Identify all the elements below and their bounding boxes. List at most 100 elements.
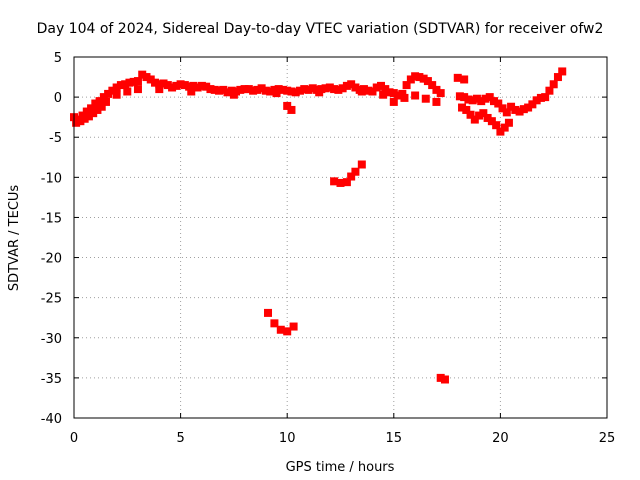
y-tick-label: -40: [41, 412, 62, 427]
data-point: [502, 108, 511, 117]
data-point: [287, 105, 296, 114]
x-tick-label: 25: [599, 431, 616, 446]
data-point: [398, 89, 407, 98]
data-point: [210, 85, 219, 94]
data-point: [432, 85, 441, 94]
data-point: [227, 86, 236, 95]
data-point: [462, 105, 471, 114]
data-point: [419, 74, 428, 83]
data-point: [389, 89, 398, 98]
y-tick-label: -20: [41, 252, 62, 267]
data-point: [455, 92, 464, 101]
data-point: [187, 87, 196, 96]
data-point: [334, 85, 343, 94]
data-point: [464, 95, 473, 104]
data-point: [112, 90, 121, 99]
data-point: [485, 93, 494, 102]
data-point: [189, 81, 198, 90]
data-point: [470, 115, 479, 124]
data-point: [411, 91, 420, 100]
data-point: [89, 109, 98, 118]
data-point: [278, 85, 287, 94]
data-point: [287, 87, 296, 96]
data-point: [336, 178, 345, 187]
data-point: [519, 105, 528, 114]
data-points: [70, 67, 567, 384]
data-point: [483, 113, 492, 122]
data-point: [146, 75, 155, 84]
data-point: [193, 83, 202, 92]
data-point: [436, 373, 445, 382]
data-point: [253, 85, 262, 94]
data-point: [351, 83, 360, 92]
y-tick-label: -35: [41, 372, 62, 387]
data-point: [168, 83, 177, 92]
data-point: [80, 114, 89, 123]
data-point: [504, 118, 513, 127]
x-axis-label: GPS time / hours: [286, 460, 395, 475]
data-point: [197, 81, 206, 90]
data-point: [270, 319, 279, 328]
data-point: [76, 117, 85, 126]
data-point: [357, 160, 366, 169]
data-point: [97, 102, 106, 111]
data-point: [274, 85, 283, 94]
data-point: [295, 86, 304, 95]
data-point: [202, 82, 211, 91]
data-point: [553, 73, 562, 82]
data-point: [381, 85, 390, 94]
data-point: [466, 110, 475, 119]
data-point: [315, 88, 324, 97]
data-point: [389, 97, 398, 106]
data-point: [342, 178, 351, 187]
y-tick-label: 5: [54, 51, 62, 66]
data-point: [402, 81, 411, 90]
data-point: [524, 103, 533, 112]
data-point: [432, 97, 441, 106]
data-point: [123, 87, 132, 96]
data-point: [460, 75, 469, 84]
data-point: [129, 77, 138, 86]
data-point: [172, 81, 181, 90]
grid-lines: [74, 57, 607, 418]
data-point: [272, 89, 281, 98]
data-point: [138, 70, 147, 79]
data-point: [338, 84, 347, 93]
data-point: [494, 99, 503, 108]
data-point: [142, 73, 151, 82]
data-point: [377, 81, 386, 90]
x-tick-label: 5: [176, 431, 184, 446]
data-point: [223, 88, 232, 97]
data-point: [304, 85, 313, 94]
data-point: [496, 127, 505, 136]
data-point: [101, 97, 110, 106]
data-point: [481, 94, 490, 103]
data-point: [236, 85, 245, 94]
data-point: [460, 93, 469, 102]
data-point: [321, 84, 330, 93]
data-point: [406, 75, 415, 84]
data-point: [82, 107, 91, 116]
data-point: [84, 112, 93, 121]
data-point: [249, 86, 258, 95]
data-point: [507, 102, 516, 111]
data-point: [440, 375, 449, 384]
y-tick-label: -5: [49, 131, 62, 146]
data-point: [176, 80, 185, 89]
data-point: [421, 94, 430, 103]
data-point: [330, 177, 339, 186]
data-point: [515, 107, 524, 116]
data-point: [240, 85, 249, 94]
data-point: [347, 172, 356, 181]
data-point: [342, 81, 351, 90]
data-point: [133, 77, 142, 86]
data-point: [308, 84, 317, 93]
data-point: [155, 85, 164, 94]
data-point: [291, 88, 300, 97]
plot-frame: [73, 56, 608, 419]
x-tick-label: 0: [70, 431, 78, 446]
data-point: [289, 322, 298, 331]
y-tick-label: 0: [54, 91, 62, 106]
data-point: [394, 91, 403, 100]
data-point: [436, 89, 445, 98]
